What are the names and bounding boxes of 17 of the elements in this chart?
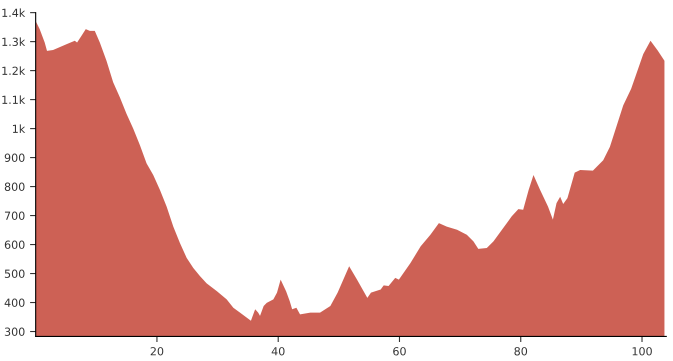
- y-tick-label: 1.2k: [2, 66, 26, 75]
- y-tick-label: 300: [4, 328, 25, 336]
- y-tick-label: 1k: [12, 124, 26, 133]
- y-tick-label: 900: [4, 154, 25, 162]
- y-tick-label: 1.3k: [2, 37, 26, 46]
- y-tick-label: 1.1k: [2, 95, 26, 104]
- y-tick-label: 700: [4, 212, 25, 220]
- y-tick-label: 500: [4, 270, 25, 278]
- y-tick-label: 400: [4, 298, 25, 307]
- y-tick-label: 1.4k: [2, 8, 26, 17]
- x-tick-label: 40: [272, 347, 285, 356]
- x-tick-label: 80: [514, 347, 528, 356]
- y-tick-label: 600: [4, 240, 25, 249]
- x-tick-label: 100: [632, 347, 652, 356]
- y-tick-label: 800: [4, 182, 25, 191]
- x-tick-label: 60: [393, 347, 406, 356]
- x-tick-label: 20: [150, 347, 164, 356]
